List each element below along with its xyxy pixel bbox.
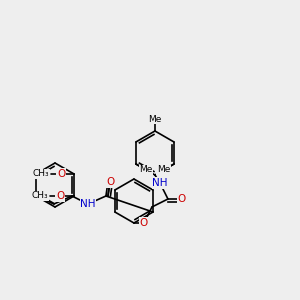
Text: CH₃: CH₃ bbox=[32, 169, 49, 178]
Text: O: O bbox=[140, 218, 148, 228]
Text: Me: Me bbox=[148, 115, 162, 124]
Text: O: O bbox=[56, 191, 64, 201]
Text: O: O bbox=[178, 194, 186, 204]
Text: Me: Me bbox=[157, 166, 170, 175]
Text: O: O bbox=[57, 169, 65, 179]
Text: Me: Me bbox=[140, 166, 153, 175]
Text: O: O bbox=[107, 177, 115, 187]
Text: NH: NH bbox=[152, 178, 168, 188]
Text: NH: NH bbox=[80, 199, 96, 209]
Text: CH₃: CH₃ bbox=[32, 191, 48, 200]
